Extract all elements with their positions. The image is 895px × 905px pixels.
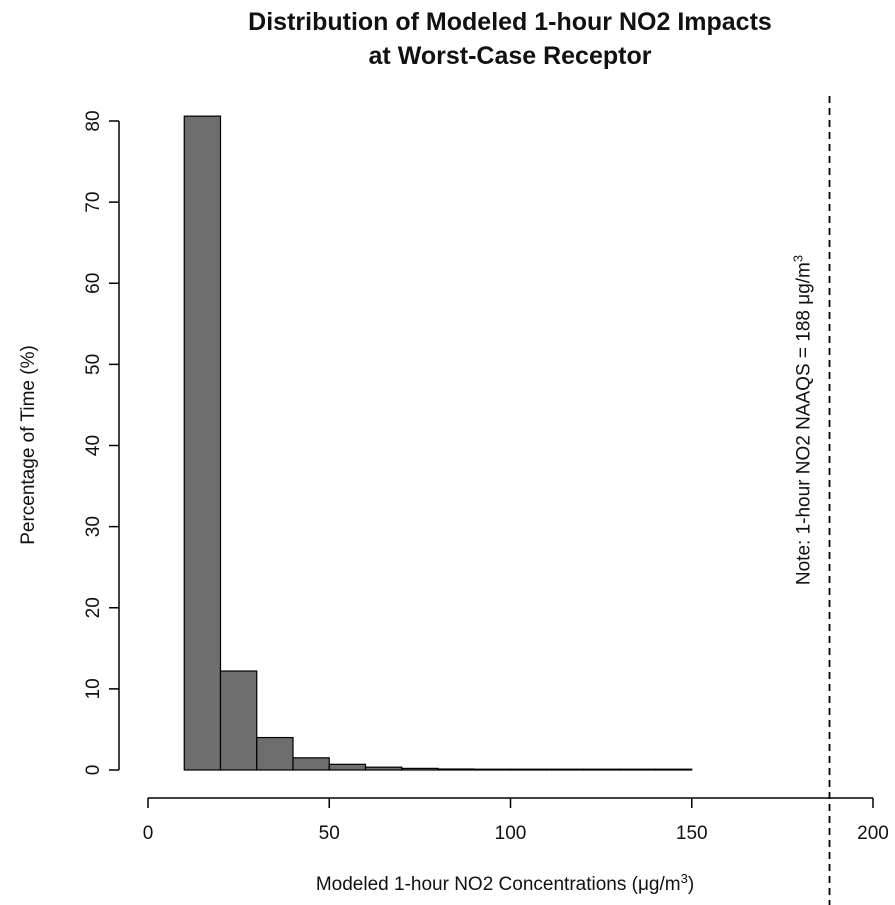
histogram-bar-30-40 — [256, 736, 294, 771]
x-tick-label-50: 50 — [319, 823, 340, 844]
histogram-bars — [183, 115, 693, 771]
histogram-bar-70-80 — [401, 767, 439, 771]
chart-title-line1: Distribution of Modeled 1-hour NO2 Impac… — [248, 8, 772, 36]
y-tick-label-60: 60 — [83, 273, 104, 294]
x-axis-label-suffix: ) — [688, 874, 694, 895]
histogram-bar-40-50 — [292, 757, 330, 771]
x-tick-label-150: 150 — [676, 823, 708, 844]
y-tick-label-50: 50 — [83, 354, 104, 375]
y-tick-label-80: 80 — [83, 110, 104, 131]
histogram-bar-20-30 — [219, 670, 258, 771]
histogram-bar-80-90 — [437, 768, 475, 771]
y-tick-label-20: 20 — [83, 597, 104, 618]
naaqs-note-text: Note: 1-hour NO2 NAAQS = 188 μg/m — [794, 262, 815, 585]
x-axis-label-text: Modeled 1-hour NO2 Concentrations (μg/m — [316, 874, 681, 895]
x-axis-ticks: 0 50 100 150 200 — [143, 798, 889, 844]
y-axis-label: Percentage of Time (%) — [18, 345, 39, 545]
y-tick-label-0: 0 — [83, 765, 104, 776]
y-tick-label-30: 30 — [83, 516, 104, 537]
histogram-bar-100-110 — [509, 768, 548, 771]
histogram-bar-130-140 — [618, 768, 657, 771]
x-axis-label-superscript: 3 — [681, 871, 688, 886]
histogram-bar-120-130 — [582, 768, 620, 771]
y-tick-label-70: 70 — [83, 192, 104, 213]
histogram-bar-110-120 — [546, 768, 584, 771]
chart-title-line2: at Worst-Case Receptor — [369, 42, 652, 70]
histogram-bar-10-20 — [183, 115, 222, 771]
y-tick-label-40: 40 — [83, 435, 104, 456]
histogram-bar-90-100 — [473, 768, 512, 771]
y-tick-label-10: 10 — [83, 678, 104, 699]
x-axis-label: Modeled 1-hour NO2 Concentrations (μg/m3… — [316, 871, 694, 896]
histogram-bar-60-70 — [364, 766, 403, 771]
x-tick-label-0: 0 — [143, 823, 154, 844]
x-tick-label-200: 200 — [857, 823, 889, 844]
histogram-bar-50-60 — [328, 763, 367, 771]
x-tick-label-100: 100 — [495, 823, 527, 844]
naaqs-note: Note: 1-hour NO2 NAAQS = 188 μg/m3 — [790, 255, 815, 585]
histogram-bar-140-150 — [654, 768, 693, 771]
naaqs-note-superscript: 3 — [790, 255, 805, 262]
y-axis-ticks: 0 10 20 30 40 50 60 70 80 — [83, 110, 119, 775]
